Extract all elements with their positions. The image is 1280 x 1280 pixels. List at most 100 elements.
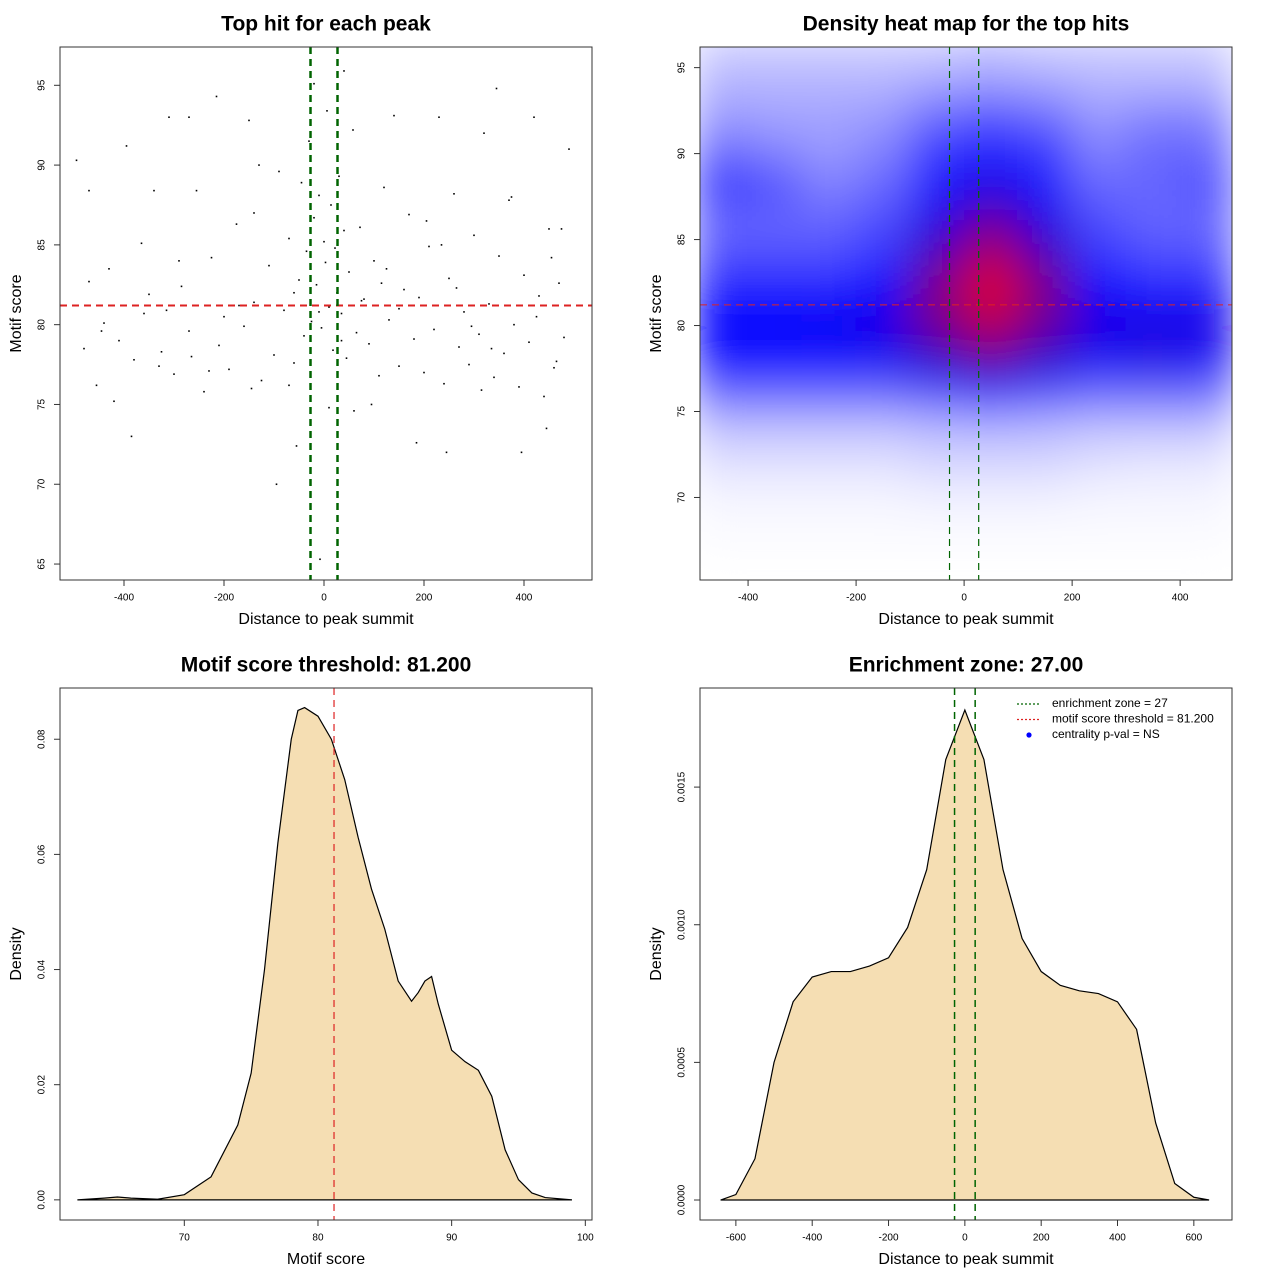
point (118, 339, 120, 342)
point (553, 366, 555, 369)
x-axis-title: Distance to peak summit (878, 611, 1054, 628)
heat-cell (1017, 47, 1073, 69)
heat-cell (1017, 445, 1073, 481)
heat-cell (801, 479, 857, 516)
point (563, 336, 565, 339)
heat-cell (1071, 411, 1127, 447)
heat-cell (963, 514, 1019, 550)
heat-cell (747, 548, 803, 580)
point (343, 229, 345, 232)
point (363, 298, 365, 300)
point (353, 410, 355, 412)
point (385, 268, 388, 270)
heat-cell (1017, 479, 1073, 516)
heat-cell (700, 239, 749, 275)
point (340, 312, 343, 315)
x-tick-label: 90 (446, 1233, 458, 1244)
x-tick-label: 600 (1185, 1233, 1202, 1244)
heat-cell (1017, 67, 1073, 103)
heat-cell (909, 307, 965, 344)
point (518, 386, 520, 388)
x-tick-label: -600 (726, 1233, 746, 1244)
y-tick-label: 80 (37, 319, 48, 331)
point (273, 354, 275, 356)
plot-area (77, 688, 573, 1220)
heat-cell (963, 67, 1019, 103)
panel-title: Top hit for each peak (221, 13, 431, 36)
heat-cell (1071, 479, 1127, 516)
heat-cell (855, 342, 911, 378)
heat-cell (909, 47, 965, 69)
x-tick-label: 400 (516, 593, 533, 604)
x-tick-label: 0 (961, 593, 967, 604)
point (548, 228, 550, 230)
x-tick-label: 200 (1033, 1233, 1050, 1244)
y-tick-label: 0.0015 (677, 771, 688, 802)
point (328, 306, 330, 308)
heat-cell (1071, 514, 1127, 550)
x-tick-label: 100 (577, 1233, 594, 1244)
heat-cell (1017, 204, 1073, 241)
point (160, 350, 163, 353)
heat-cell (1179, 67, 1232, 103)
point (480, 389, 483, 391)
heat-cell (963, 307, 1019, 344)
x-tick-label: -200 (879, 1233, 899, 1244)
heat-cell (909, 342, 965, 378)
point (298, 279, 300, 281)
heat-cell (1017, 376, 1073, 413)
x-tick-label: -400 (114, 593, 134, 604)
heat-cell (855, 548, 911, 580)
heat-cell (747, 376, 803, 413)
heat-cell (1071, 307, 1127, 344)
heat-cell (747, 514, 803, 550)
point (455, 287, 458, 289)
heat-cell (909, 445, 965, 481)
heat-cell (1071, 67, 1127, 103)
panel-title: Density heat map for the top hits (803, 13, 1130, 36)
heat-cell (801, 101, 857, 137)
heat-cell (801, 548, 857, 580)
panel-title: Motif score threshold: 81.200 (181, 654, 472, 677)
y-tick-label: 0.04 (37, 959, 48, 979)
heat-cell (700, 376, 749, 413)
legend-marker (1026, 732, 1032, 738)
heat-cell (909, 273, 965, 309)
heat-cell (909, 170, 965, 206)
heat-cell (1179, 307, 1232, 344)
heat-cell (700, 273, 749, 309)
point (319, 558, 321, 561)
point (313, 216, 315, 219)
heat-cell (855, 445, 911, 481)
point (300, 181, 303, 184)
heat-cell (700, 307, 749, 344)
point (253, 212, 255, 214)
point (75, 159, 78, 162)
point (413, 338, 415, 340)
heat-cell (747, 479, 803, 516)
heat-cell (909, 135, 965, 172)
heat-cell (909, 101, 965, 137)
point (305, 250, 308, 253)
point (398, 365, 400, 367)
point (490, 347, 493, 350)
y-tick-label: 90 (37, 159, 48, 171)
heat-cell (1017, 101, 1073, 137)
point (303, 335, 305, 337)
point (103, 322, 105, 324)
heat-cell (963, 170, 1019, 206)
heat-cell (1125, 67, 1181, 103)
heat-cell (747, 411, 803, 447)
y-tick-label: 95 (677, 62, 688, 74)
heat-cell (1017, 342, 1073, 378)
point (173, 373, 175, 375)
point (338, 175, 340, 178)
point (388, 319, 390, 321)
heat-cell (855, 47, 911, 69)
heat-cell (855, 411, 911, 447)
point (88, 280, 90, 283)
point (368, 343, 370, 345)
x-tick-label: 400 (1172, 593, 1189, 604)
heat-cell (1017, 239, 1073, 275)
heat-cell (1125, 273, 1181, 309)
